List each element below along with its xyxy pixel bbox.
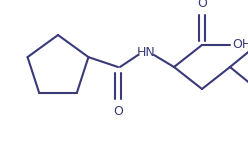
- Text: O: O: [197, 0, 207, 10]
- Text: OH: OH: [232, 38, 248, 51]
- Text: O: O: [113, 105, 123, 118]
- Text: HN: HN: [137, 46, 155, 60]
